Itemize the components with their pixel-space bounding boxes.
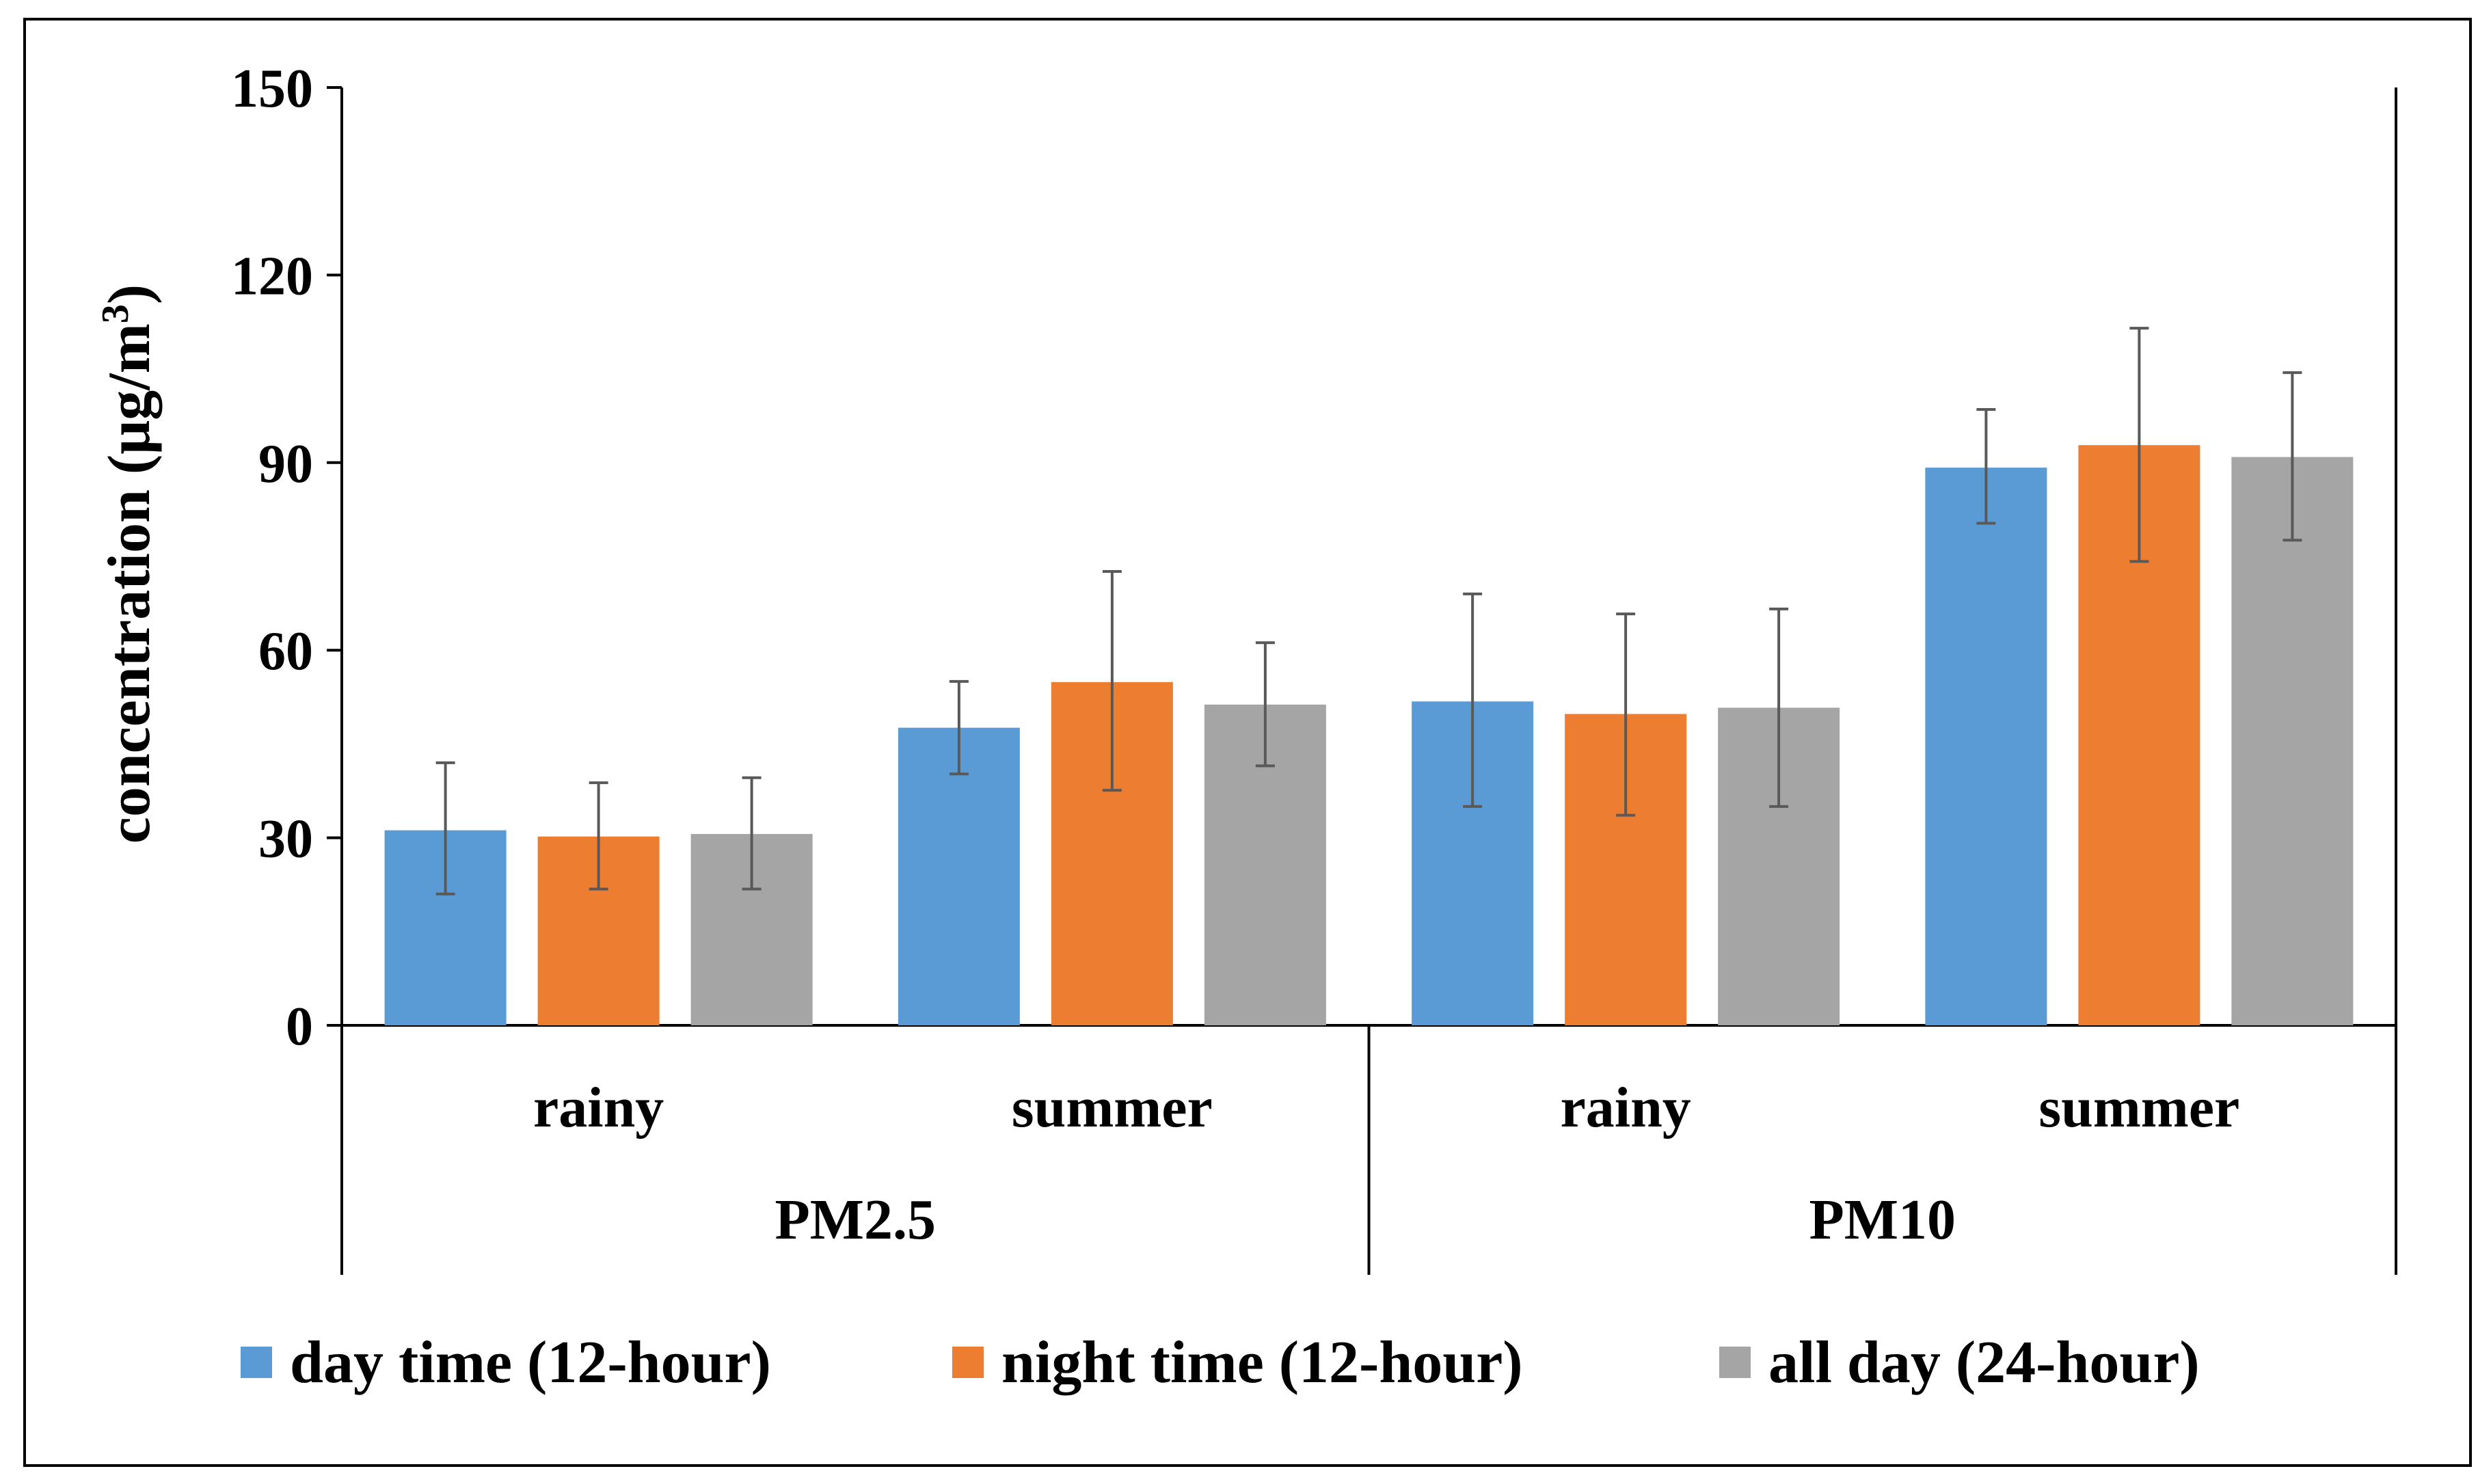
legend-label-2: all day (24-hour) (1768, 1330, 2200, 1396)
legend-label-1: night time (12-hour) (1001, 1330, 1523, 1396)
y-tick-label-2: 60 (258, 621, 313, 682)
y-axis-label-end: ) (96, 284, 163, 304)
bar-s2-c3 (2231, 457, 2354, 1025)
group-label-1: PM10 (1809, 1188, 1956, 1252)
y-axis-label-main: concentration (μg/m (96, 323, 163, 844)
category-label-1: summer (1012, 1076, 1213, 1139)
bar-s0-c3 (1925, 468, 2047, 1025)
y-tick-label-5: 150 (231, 59, 313, 119)
legend-label-0: day time (12-hour) (290, 1330, 771, 1396)
legend-swatch-2 (1719, 1347, 1751, 1378)
bar-s0-c1 (898, 727, 1020, 1025)
y-tick-label-1: 30 (258, 809, 313, 869)
y-tick-label-3: 90 (258, 434, 313, 494)
y-axis-label-sup: 3 (94, 304, 137, 323)
legend-swatch-1 (952, 1347, 984, 1378)
group-label-0: PM2.5 (775, 1188, 936, 1252)
plot-area: 0 30 60 90 120 150 PM2.5 rainy summer PM10 rainy su… (231, 59, 2397, 1275)
y-axis-label: concentration (μg/m3) (94, 284, 163, 844)
category-label-0: rainy (533, 1076, 664, 1139)
y-tick-label-0: 0 (286, 997, 313, 1057)
category-label-2: rainy (1560, 1076, 1691, 1139)
category-label-3: summer (2038, 1076, 2239, 1139)
legend-swatch-0 (241, 1347, 272, 1378)
y-tick-label-4: 120 (231, 246, 313, 306)
legend: day time (12-hour) night time (12-hour) al… (241, 1330, 2200, 1396)
